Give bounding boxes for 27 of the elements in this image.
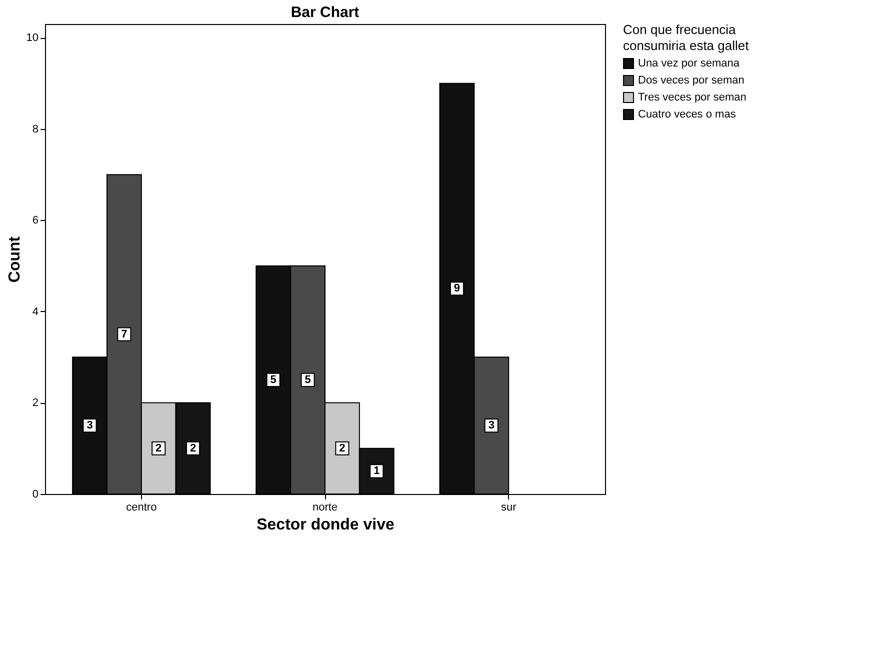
data-label: 3	[86, 420, 93, 432]
legend-title: Con que frecuencia consumiria esta gallet	[623, 22, 750, 53]
data-label: 2	[156, 442, 162, 454]
y-tick-label: 4	[32, 306, 38, 318]
x-tick-label: norte	[312, 502, 338, 514]
x-tick-label: centro	[126, 502, 157, 514]
y-tick-label: 0	[32, 488, 38, 500]
data-label: 1	[374, 465, 380, 478]
y-tick-label: 8	[32, 123, 38, 136]
data-label: 7	[121, 328, 128, 340]
data-label: 9	[454, 282, 460, 295]
y-tick-label: 10	[26, 32, 38, 44]
data-label: 5	[270, 374, 276, 386]
legend-label: Una vez por semana	[638, 58, 740, 70]
x-tick-label: sur	[500, 502, 517, 514]
data-label: 2	[190, 442, 196, 454]
y-axis-title: Count	[6, 236, 24, 283]
legend-label: Cuatro veces o mas	[638, 108, 736, 120]
data-label: 2	[339, 442, 346, 454]
legend-label: Tres veces por seman	[638, 92, 746, 104]
chart-title: Bar Chart	[290, 4, 360, 21]
y-tick-label: 2	[32, 397, 38, 410]
x-axis-title: Sector donde vive	[256, 516, 395, 534]
data-label: 3	[488, 420, 494, 432]
data-label: 5	[304, 374, 311, 386]
y-tick-label: 6	[32, 214, 38, 227]
legend-label: Dos veces por seman	[638, 74, 744, 86]
